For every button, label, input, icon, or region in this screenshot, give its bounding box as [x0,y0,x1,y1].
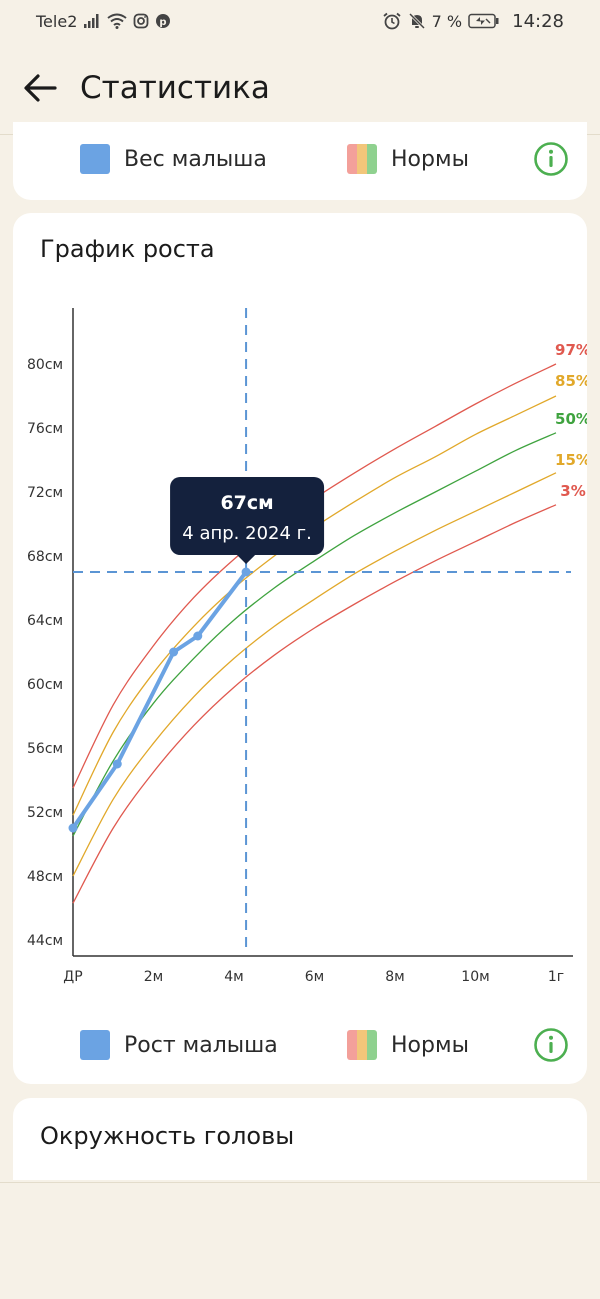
x-tick-label: 10м [461,969,489,985]
instagram-icon [133,13,149,29]
growth-chart[interactable]: 44см 48см 52см 56см 60см 64см 68см 72см 76см 80см… [13,293,587,993]
signal-icon [84,14,99,28]
baby-color-swatch [80,1030,110,1060]
percentile-label: 97% [555,341,587,359]
baby-height-point[interactable] [193,631,203,641]
arrow-left-icon [24,74,57,102]
x-tick-label: 6м [305,969,324,985]
norms-color-swatch [347,1030,377,1060]
wifi-icon [107,13,127,29]
y-tick-label: 60см [27,677,63,693]
legend-baby-weight: Вес малыша [80,144,267,174]
mute-bell-icon [408,12,425,30]
pinterest-icon: p [156,14,171,28]
battery-charging-icon [468,13,499,29]
legend-baby-height-label: Рост малыша [124,1032,278,1058]
baby-height-point[interactable] [169,647,179,657]
y-tick-label: 68см [27,549,63,565]
battery-percent: 7 % [431,11,463,31]
percentile-label: 15% [555,451,587,469]
tooltip-pointer [237,555,256,564]
status-right: 7 % 14:28 [382,11,564,32]
head-circumference-card[interactable]: Окружность головы [13,1098,587,1180]
y-tick-label: 52см [27,805,63,821]
info-icon[interactable] [533,1027,569,1063]
baby-height-point[interactable] [68,823,78,833]
percentile-curve-15 [72,472,557,877]
percentile-curve-97 [72,363,557,789]
baby-color-swatch [80,144,110,174]
legend-norms-label: Нормы [391,146,469,172]
x-tick-label: 4м [224,969,243,985]
x-tick-label: ДР [63,969,82,985]
y-tick-label: 72см [27,485,63,501]
legend-norms-label: Нормы [391,1032,469,1058]
y-tick-label: 56см [27,741,63,757]
x-tick-label: 8м [385,969,404,985]
status-bar: Tele2 p [0,0,600,42]
weight-card: Вес малыша Нормы [13,122,587,200]
clock: 14:28 [512,10,564,32]
status-left: Tele2 p [36,12,171,31]
legend-baby-height: Рост малыша [80,1030,278,1060]
y-tick-label: 44см [27,933,63,949]
y-tick-label: 76см [27,421,63,437]
percentile-curve-3 [72,504,557,904]
percentile-label: 3% [560,482,585,500]
svg-text:p: p [160,17,167,28]
growth-legend: Рост малыша Нормы [13,1025,587,1065]
page-title: Статистика [80,70,270,106]
legend-norms: Нормы [347,1030,469,1060]
percentile-curve-85 [72,395,557,816]
carrier-label: Tele2 [36,11,78,31]
app-bar: Статистика [0,42,600,134]
baby-height-point[interactable] [112,759,122,769]
legend-baby-weight-label: Вес малыша [124,146,267,172]
tooltip-value: 67см [220,492,273,514]
percentile-label: 85% [555,372,587,390]
back-button[interactable] [22,70,58,106]
x-tick-label: 2м [144,969,163,985]
growth-card-title: График роста [40,235,215,263]
y-tick-label: 48см [27,869,63,885]
alarm-icon [383,12,401,30]
tooltip-box [170,477,325,555]
y-tick-label: 80см [27,357,63,373]
growth-chart-card: График роста 44см 48см 52см 56см 60см 64см 68с… [13,213,587,1084]
norms-color-swatch [347,144,377,174]
weight-legend: Вес малыша Нормы [13,139,587,179]
y-tick-label: 64см [27,613,63,629]
info-icon[interactable] [533,141,569,177]
baby-height-point[interactable] [241,567,251,577]
legend-norms: Нормы [347,144,469,174]
bottom-divider [0,1182,600,1183]
percentile-label: 50% [555,410,587,428]
percentile-curve-50 [72,432,557,837]
x-tick-label: 1г [548,969,564,985]
head-card-title: Окружность головы [40,1122,295,1150]
tooltip-date: 4 апр. 2024 г. [182,523,312,544]
